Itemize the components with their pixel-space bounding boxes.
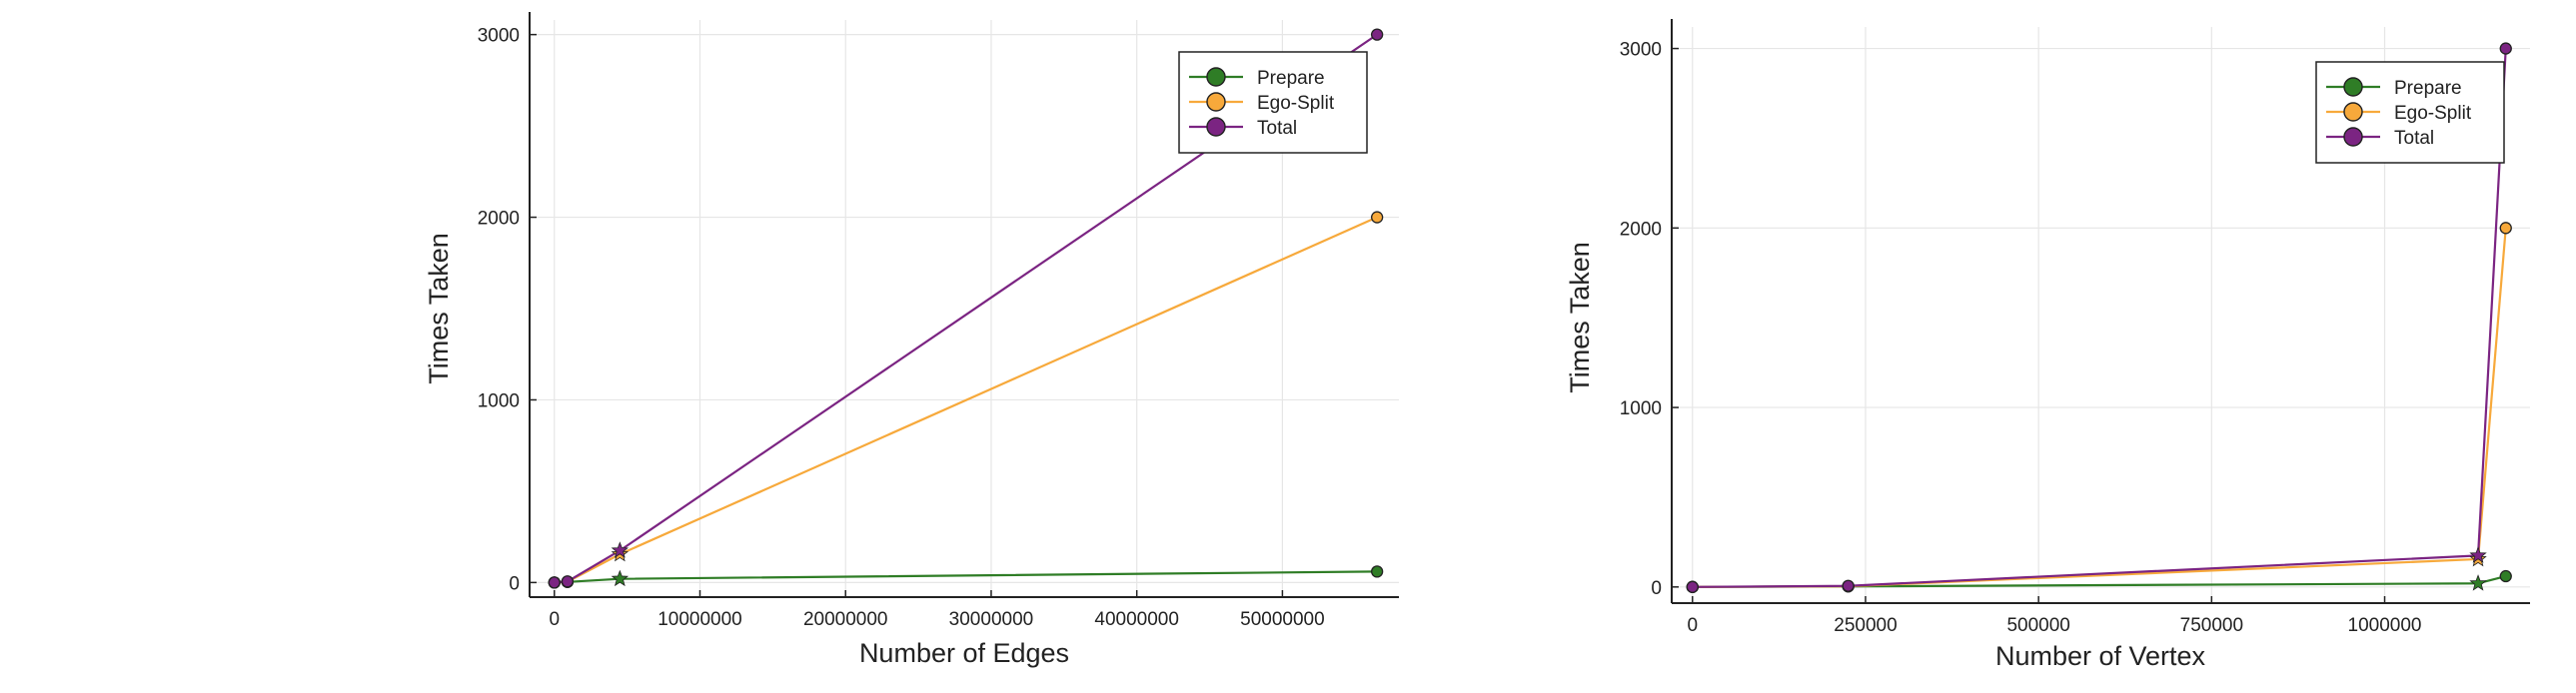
x-tick-label: 500000 [2006, 615, 2069, 636]
legend-marker [1206, 67, 1226, 87]
y-tick-label: 3000 [478, 26, 520, 47]
data-point-total [1370, 28, 1384, 41]
y-axis-label: Times Taken [424, 233, 454, 384]
legend-marker [1206, 92, 1226, 112]
legend-marker [2343, 102, 2363, 122]
y-axis-label: Times Taken [1565, 242, 1595, 393]
legend-label: Total [1257, 118, 1297, 139]
data-point-prepare [1370, 565, 1384, 578]
y-tick-label: 2000 [1620, 219, 1662, 240]
series-line-total [554, 33, 1378, 584]
data-point-total [2469, 546, 2487, 563]
chart-edges: 0 10000000 20000000 30000000 40000000 5000000… [424, 12, 1399, 668]
data-point-prepare [2499, 569, 2512, 583]
legend-label: Prepare [1257, 68, 1325, 89]
y-tick-label: 3000 [1620, 40, 1662, 61]
legend-label: Ego-Split [2394, 103, 2472, 124]
series-line-prepare [554, 570, 1378, 584]
x-tick-label: 250000 [1834, 615, 1897, 636]
x-tick-label: 0 [549, 609, 560, 630]
data-point-ego-split [2499, 222, 2512, 235]
x-tick-label: 0 [1687, 615, 1698, 636]
data-point-total [611, 541, 630, 558]
x-tick-label: 50000000 [1240, 609, 1325, 630]
legend-label: Ego-Split [1257, 93, 1335, 114]
data-point-total [1686, 580, 1699, 593]
x-tick-label: 1000000 [2348, 615, 2422, 636]
legend-marker [2343, 127, 2363, 147]
y-tick-label: 1000 [478, 390, 520, 411]
data-point-total [548, 576, 561, 589]
data-point-ego-split [1370, 211, 1384, 224]
y-tick-label: 0 [509, 573, 520, 594]
chart-vertex: 0 250000 500000 750000 1000000 0 1000 2000 3000 N… [1565, 19, 2530, 671]
legend-label: Prepare [2394, 78, 2462, 99]
series-line-total [1692, 48, 2507, 588]
legend-marker [1206, 117, 1226, 137]
y-tick-label: 2000 [478, 209, 520, 230]
y-tick-label: 0 [1651, 578, 1662, 599]
y-tick-label: 1000 [1620, 398, 1662, 419]
x-tick-label: 40000000 [1094, 609, 1179, 630]
x-tick-label: 30000000 [949, 609, 1034, 630]
data-point-total [1842, 579, 1855, 592]
x-tick-label: 20000000 [803, 609, 888, 630]
x-axis-label: Number of Edges [859, 638, 1069, 668]
data-point-total [561, 575, 575, 588]
x-axis-label: Number of Vertex [1995, 641, 2206, 671]
data-point-total [2499, 42, 2512, 55]
x-tick-label: 10000000 [657, 609, 742, 630]
data-point-prepare [611, 569, 630, 587]
data-point-prepare [2469, 574, 2487, 591]
legend-label: Total [2394, 128, 2434, 149]
legend-marker [2343, 77, 2363, 97]
x-tick-label: 750000 [2180, 615, 2243, 636]
